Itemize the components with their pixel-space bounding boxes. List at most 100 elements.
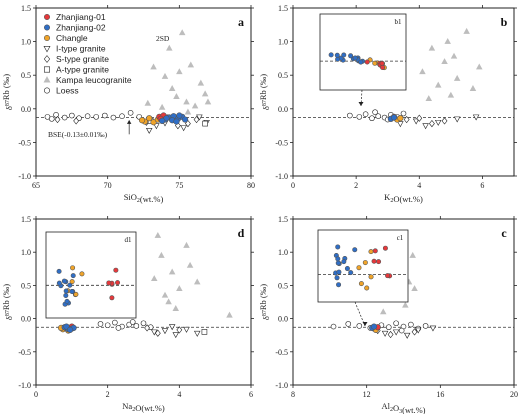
y-tick-label: 0.5 (278, 71, 288, 80)
inset-point-zhanjiang02 (335, 244, 341, 250)
data-point-open_circle (356, 114, 363, 120)
y-tick-label: -1.0 (18, 381, 31, 390)
panel-d: -1.0 -0.5 0.0 0.5 1.0 1.5 0 2 4 6 Na2O(wt.%) δ87Rb … (1, 215, 254, 413)
data-point-s_type (54, 115, 61, 124)
data-point-open_circle (93, 114, 99, 120)
inset-point-zhanjiang02 (70, 273, 76, 279)
inset-label: c1 (397, 234, 404, 242)
plot-frame (292, 7, 515, 177)
data-point-kampa (444, 37, 451, 44)
inset-point-zhanjiang01 (380, 64, 386, 70)
y-tick-label: -1.0 (275, 172, 288, 181)
data-point-kampa (463, 27, 470, 34)
data-point-s_type (73, 117, 80, 125)
y-tick-label: 1.5 (278, 215, 288, 224)
data-point-s_type (176, 326, 183, 334)
panel-c: -1.0 -0.5 0.0 0.5 1.0 1.5 8 12 16 20 Al2O3(wt.%) δ8… (258, 215, 518, 414)
data-point-i_type (397, 121, 404, 128)
inset-point-zhanjiang02 (336, 282, 342, 288)
y-tick-label: 0.0 (21, 105, 31, 114)
legend-marker (43, 34, 50, 41)
inset-point-zhanjiang02 (358, 59, 364, 65)
data-point-open_circle (375, 113, 382, 119)
inset-pointer-line (360, 89, 363, 107)
inset-point-changle (70, 265, 76, 271)
y-axis-title: δ87Rb (‰) (1, 284, 14, 320)
data-point-open_circle (422, 323, 429, 329)
plot-frame (35, 7, 252, 177)
inset-point-zhanjiang02 (352, 55, 358, 61)
inset-point-changle (368, 249, 374, 255)
data-point-kampa (447, 91, 455, 98)
data-point-kampa (434, 81, 442, 88)
y-tick-label: 0.0 (21, 315, 31, 324)
data-point-kampa (183, 98, 190, 105)
data-point-s_type (429, 119, 435, 128)
data-point-open_circle (69, 112, 75, 119)
data-point-s_type (403, 115, 410, 124)
data-point-kampa (161, 72, 169, 79)
plot-frame (292, 218, 515, 386)
x-tick-label: 80 (247, 181, 255, 190)
data-point-open_circle (110, 114, 117, 121)
data-point-kampa (144, 99, 152, 106)
y-tick-label: 1.0 (278, 248, 288, 257)
y-tick-label: 1.5 (278, 4, 288, 13)
x-tick-label: 12 (363, 390, 371, 399)
data-point-kampa (441, 58, 448, 65)
inset-point-zhanjiang01 (382, 245, 388, 251)
y-axis-title: δ87Rb (‰) (258, 74, 271, 110)
data-point-i_type (145, 128, 153, 134)
legend-label: Zhanjiang-01 (56, 12, 106, 22)
inset-point-zhanjiang02 (334, 275, 340, 281)
inset-point-zhanjiang02 (63, 288, 69, 294)
data-point-open_circle (97, 321, 104, 327)
y-tick-label: 1.0 (21, 248, 31, 257)
data-point-open_circle (393, 320, 399, 327)
data-point-open_circle (140, 320, 147, 327)
data-point-open_circle (61, 114, 68, 121)
data-point-kampa (191, 102, 199, 109)
x-axis-title: SiO2(wt.%) (124, 192, 164, 204)
data-point-i_type (381, 330, 389, 337)
inset-frame (45, 231, 137, 319)
inset-point-zhanjiang02 (335, 256, 341, 262)
x-axis-title: Na2O(wt.%) (122, 401, 165, 413)
y-tick-label: 1.0 (278, 38, 288, 47)
inset-point-zhanjiang02 (56, 268, 62, 274)
bse-arrowhead (126, 119, 132, 124)
data-point-kampa (453, 74, 461, 81)
x-tick-label: 2 (106, 390, 110, 399)
x-tick-label: 2 (354, 181, 358, 190)
inset-point-changle (362, 260, 368, 266)
legend-label: Kampa leucogranite (56, 75, 132, 85)
legend-marker (43, 55, 51, 63)
inset-point-zhanjiang01 (379, 60, 385, 66)
y-tick-label: -0.5 (18, 138, 31, 147)
x-tick-label: 6 (249, 390, 253, 399)
x-tick-label: 8 (291, 390, 295, 399)
data-point-zhanjiang02 (173, 118, 180, 125)
data-point-i_type (429, 325, 437, 332)
data-point-kampa (379, 308, 387, 315)
bse-note: BSE(-0.13±0.01‰) (48, 130, 108, 139)
y-tick-label: 1.5 (21, 4, 31, 13)
data-point-kampa (154, 231, 162, 238)
x-axis-title: K2O(wt.%) (384, 192, 423, 204)
data-point-open_circle (133, 323, 140, 329)
data-point-i_type (434, 119, 442, 126)
data-point-zhanjiang02 (176, 112, 183, 119)
data-point-kampa (402, 301, 409, 308)
y-tick-label: -0.5 (275, 348, 288, 357)
inset-point-changle (69, 279, 75, 285)
y-tick-label: 0.5 (21, 71, 31, 80)
legend-marker (43, 66, 50, 73)
data-point-open_circle (385, 324, 392, 331)
data-point-a_type (202, 120, 208, 127)
data-point-open_circle (48, 116, 55, 122)
legend-label: S-type granite (56, 54, 109, 64)
data-point-open_circle (129, 319, 136, 325)
inset-point-zhanjiang02 (336, 269, 342, 275)
inset-frame (317, 229, 409, 303)
inset-point-zhanjiang02 (335, 260, 341, 266)
